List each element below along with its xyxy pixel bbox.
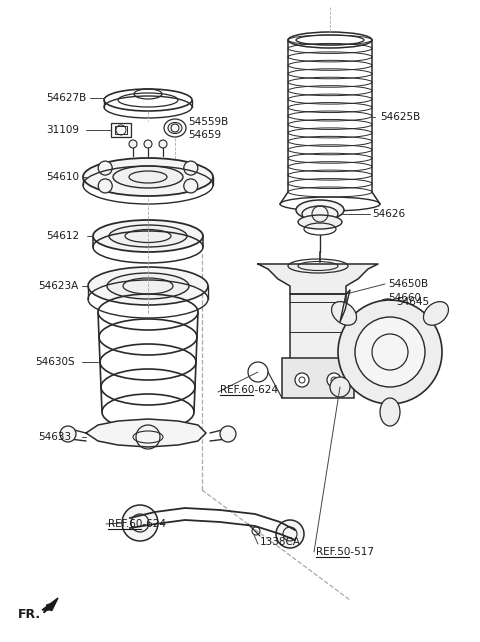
Text: 31109: 31109 <box>46 125 79 135</box>
Text: 54625B: 54625B <box>380 112 420 122</box>
Ellipse shape <box>93 220 203 252</box>
Ellipse shape <box>380 398 400 426</box>
Circle shape <box>355 317 425 387</box>
FancyBboxPatch shape <box>111 123 131 137</box>
Ellipse shape <box>332 302 357 325</box>
Text: REF.50-517: REF.50-517 <box>316 547 374 557</box>
Text: 54623A: 54623A <box>38 281 78 291</box>
Circle shape <box>295 373 309 387</box>
Circle shape <box>159 140 167 148</box>
Text: 54626: 54626 <box>372 209 405 219</box>
Polygon shape <box>86 419 206 447</box>
Text: 54627B: 54627B <box>46 93 86 103</box>
Circle shape <box>60 426 76 442</box>
Text: 1338CA: 1338CA <box>260 537 301 547</box>
Text: 54612: 54612 <box>46 231 79 241</box>
Ellipse shape <box>296 200 344 220</box>
Polygon shape <box>340 290 350 322</box>
Ellipse shape <box>109 225 187 247</box>
Circle shape <box>144 140 152 148</box>
Ellipse shape <box>423 302 448 325</box>
Circle shape <box>98 161 112 175</box>
Ellipse shape <box>88 267 208 305</box>
Text: 54659: 54659 <box>188 130 221 140</box>
Ellipse shape <box>378 299 398 313</box>
Circle shape <box>98 179 112 193</box>
Circle shape <box>184 179 198 193</box>
Text: 54645: 54645 <box>396 297 429 307</box>
FancyBboxPatch shape <box>282 358 354 398</box>
Ellipse shape <box>298 215 342 229</box>
Circle shape <box>338 300 442 404</box>
Polygon shape <box>42 598 58 610</box>
Text: 54559B: 54559B <box>188 117 228 127</box>
Text: REF.60-624: REF.60-624 <box>108 519 166 529</box>
Circle shape <box>220 426 236 442</box>
Ellipse shape <box>164 119 186 137</box>
Ellipse shape <box>83 158 213 196</box>
Text: 54660: 54660 <box>388 293 421 303</box>
Ellipse shape <box>113 166 183 188</box>
Circle shape <box>330 377 350 397</box>
Text: 54650B: 54650B <box>388 279 428 289</box>
Text: 54633: 54633 <box>38 432 71 442</box>
Ellipse shape <box>107 273 189 299</box>
FancyBboxPatch shape <box>290 294 346 362</box>
Ellipse shape <box>302 206 338 222</box>
Text: 54630S: 54630S <box>35 357 74 367</box>
Circle shape <box>122 505 158 541</box>
Circle shape <box>129 140 137 148</box>
Circle shape <box>327 373 341 387</box>
Text: REF.60-624: REF.60-624 <box>220 385 278 395</box>
Circle shape <box>276 520 304 548</box>
Polygon shape <box>258 264 378 294</box>
Text: 54610: 54610 <box>46 172 79 182</box>
Circle shape <box>184 161 198 175</box>
Text: FR.: FR. <box>18 607 41 621</box>
